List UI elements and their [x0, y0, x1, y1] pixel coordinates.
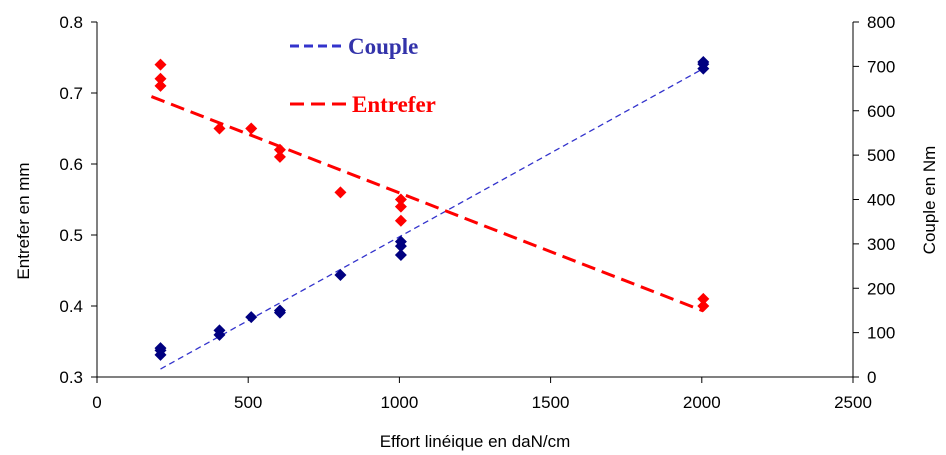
point-entrefer	[394, 214, 407, 227]
y-left-tick-label: 0.6	[59, 155, 83, 174]
point-entrefer	[213, 122, 226, 135]
x-axis-title: Effort linéique en daN/cm	[380, 432, 571, 451]
y-left-axis-title: Entrefer en mm	[14, 162, 33, 279]
y-left-tick-label: 0.4	[59, 297, 83, 316]
point-entrefer	[273, 150, 286, 163]
point-couple	[213, 324, 226, 337]
point-couple	[245, 311, 258, 324]
x-tick-label: 2500	[834, 393, 872, 412]
legend-couple-label: Couple	[348, 34, 418, 59]
x-tick-label: 1500	[532, 393, 570, 412]
legend-entrefer-label: Entrefer	[352, 92, 436, 117]
point-entrefer	[334, 186, 347, 199]
legend: Couple Entrefer	[290, 34, 436, 117]
point-entrefer	[154, 72, 167, 85]
y-right-tick-label: 800	[867, 13, 895, 32]
x-tick-label: 2000	[683, 393, 721, 412]
point-entrefer	[394, 193, 407, 206]
y-right-tick-label: 400	[867, 191, 895, 210]
y-right-tick-label: 600	[867, 102, 895, 121]
y-right-axis-title: Couple en Nm	[920, 146, 939, 255]
point-entrefer	[273, 143, 286, 156]
point-couple	[334, 268, 347, 281]
point-entrefer	[245, 122, 258, 135]
point-entrefer	[394, 200, 407, 213]
point-couple	[394, 248, 407, 261]
point-couple	[273, 304, 286, 317]
point-entrefer	[697, 292, 710, 305]
markers	[154, 55, 710, 361]
y-left-tick-label: 0.8	[59, 13, 83, 32]
point-entrefer	[154, 79, 167, 92]
y-left-tick-label: 0.3	[59, 368, 83, 387]
y-left-tick-label: 0.5	[59, 226, 83, 245]
x-tick-label: 1000	[380, 393, 418, 412]
y-right-tick-label: 500	[867, 146, 895, 165]
point-entrefer	[697, 300, 710, 312]
y-right-tick-label: 300	[867, 235, 895, 254]
point-couple	[394, 235, 407, 248]
y-right-tick-label: 0	[867, 368, 876, 387]
x-tick-label: 500	[234, 393, 262, 412]
y-left-tick-label: 0.7	[59, 84, 83, 103]
point-entrefer	[154, 58, 167, 71]
axes: 0 500 1000 1500 2000 2500 0.3 0.4 0.5 0.6 0.7 0.8 0 1…	[59, 13, 895, 412]
y-right-tick-label: 100	[867, 324, 895, 343]
y-right-tick-label: 200	[867, 279, 895, 298]
y-right-tick-label: 700	[867, 57, 895, 76]
x-tick-label: 0	[92, 393, 101, 412]
point-couple	[697, 55, 710, 68]
trendline-entrefer	[150, 95, 704, 313]
point-couple	[154, 342, 167, 355]
